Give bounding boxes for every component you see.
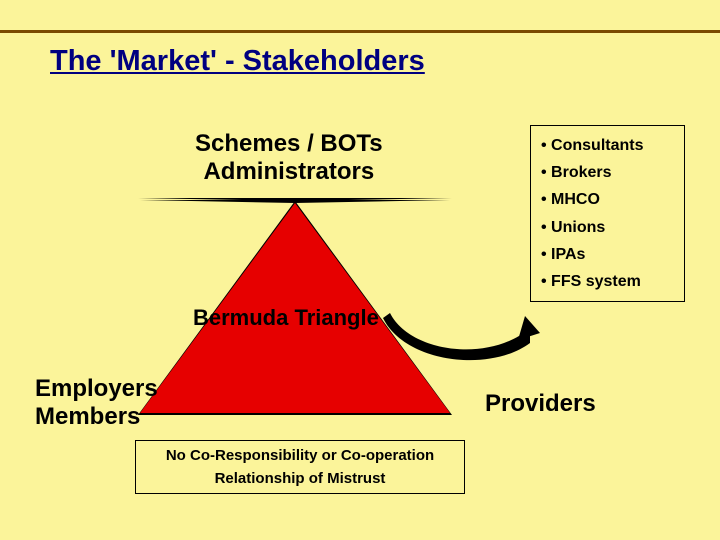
triangle-label: Bermuda Triangle bbox=[193, 305, 379, 331]
top-vertex-line2: Administrators bbox=[203, 158, 374, 185]
stakeholder-item: Brokers bbox=[541, 159, 674, 186]
stakeholder-list: ConsultantsBrokersMHCOUnionsIPAsFFS syst… bbox=[541, 132, 674, 295]
left-vertex-line1: Employers bbox=[35, 375, 158, 402]
stakeholder-list-box: ConsultantsBrokersMHCOUnionsIPAsFFS syst… bbox=[530, 125, 685, 302]
stakeholder-item: IPAs bbox=[541, 241, 674, 268]
top-vertex-line1: Schemes / BOTs bbox=[195, 130, 383, 157]
stakeholder-item: Consultants bbox=[541, 132, 674, 159]
stakeholder-item: Unions bbox=[541, 214, 674, 241]
stakeholder-item: FFS system bbox=[541, 268, 674, 295]
right-vertex-label: Providers bbox=[485, 390, 596, 418]
slide-title: The 'Market' - Stakeholders bbox=[50, 45, 425, 78]
arrow-swoosh-icon bbox=[380, 298, 540, 368]
left-vertex-line2: Members bbox=[35, 403, 140, 430]
left-vertex-label: Employers Members bbox=[35, 375, 158, 431]
footer-line1: No Co-Responsibility or Co-operation bbox=[146, 447, 454, 464]
footer-box: No Co-Responsibility or Co-operation Rel… bbox=[135, 440, 465, 494]
top-rule bbox=[0, 30, 720, 33]
footer-line2: Relationship of Mistrust bbox=[146, 470, 454, 487]
top-vertex-label: Schemes / BOTs Administrators bbox=[195, 130, 383, 186]
slide: The 'Market' - Stakeholders Schemes / BO… bbox=[0, 0, 720, 540]
stakeholder-item: MHCO bbox=[541, 186, 674, 213]
